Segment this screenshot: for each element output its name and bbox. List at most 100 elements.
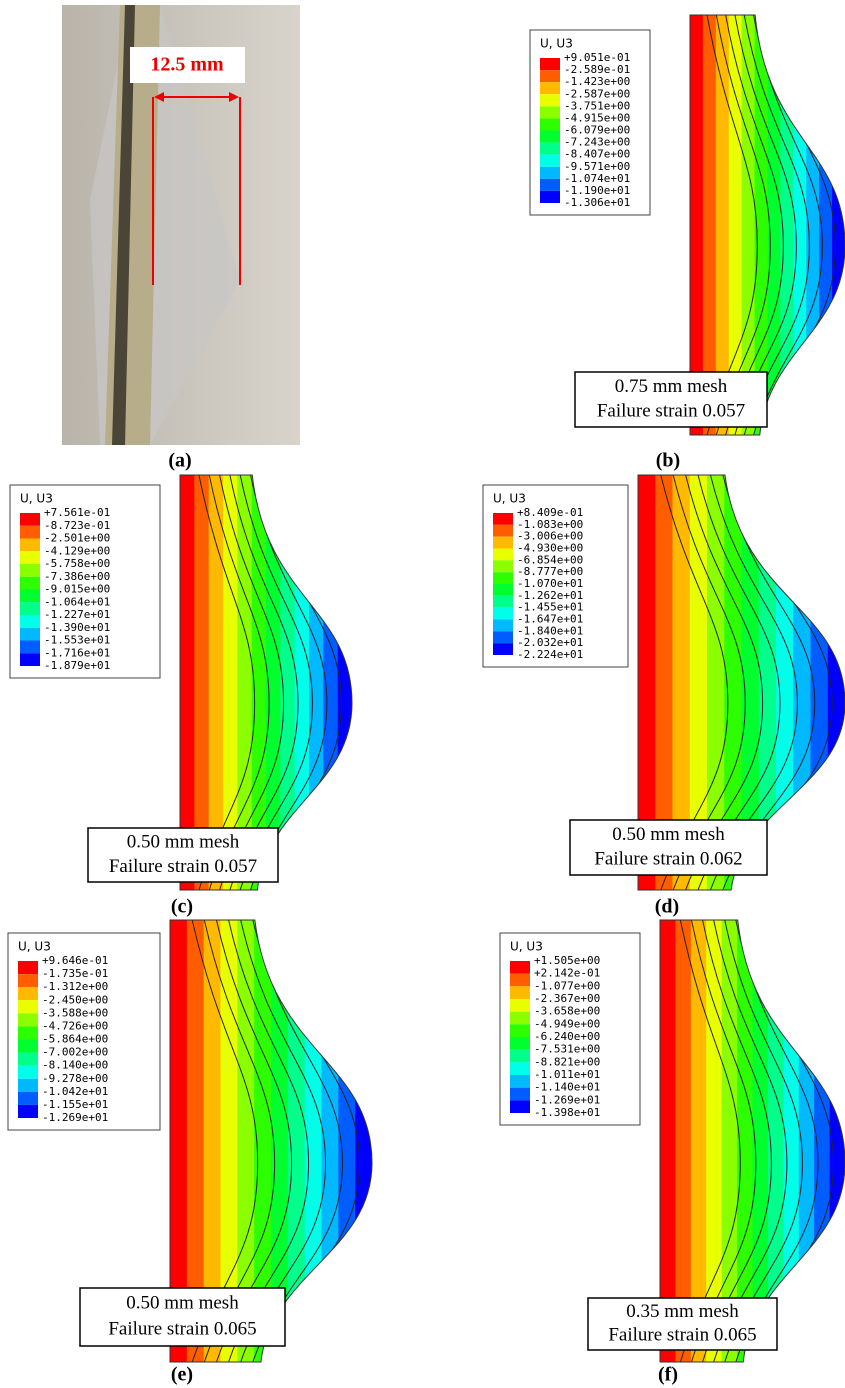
legend-value: -1.074e+01 [564, 172, 630, 185]
legend-value: +1.505e+00 [534, 954, 600, 967]
legend-swatch [540, 118, 560, 130]
legend-swatch [540, 143, 560, 155]
legend-value: -1.735e-01 [42, 967, 108, 980]
legend-value: -2.224e+01 [517, 648, 583, 661]
legend-value: -2.589e-01 [564, 63, 630, 76]
legend-value: -6.240e+00 [534, 1030, 600, 1043]
legend-value: -1.011e+01 [534, 1068, 600, 1081]
legend-value: -3.658e+00 [534, 1005, 600, 1018]
legend-swatch [540, 106, 560, 118]
legend-value: -2.587e+00 [564, 87, 630, 100]
legend-value: -1.269e+01 [534, 1093, 600, 1106]
legend-value: -8.821e+00 [534, 1055, 600, 1068]
legend-swatch [18, 1079, 38, 1092]
legend-swatch [20, 564, 40, 577]
caption-line: Failure strain 0.057 [109, 856, 257, 877]
panel-label: (b) [656, 450, 680, 472]
figure: 12.5 mm (a) U, U3+9.051e-01-2.589e-01-1.… [0, 0, 845, 1388]
legend-swatch [18, 1092, 38, 1105]
legend-value: -6.079e+00 [564, 124, 630, 137]
legend-swatch [20, 602, 40, 615]
legend-swatch [18, 1040, 38, 1053]
legend-title: U, U3 [20, 492, 53, 506]
legend-swatch [20, 615, 40, 628]
legend-swatch [493, 525, 513, 537]
legend-swatch [18, 1105, 38, 1118]
legend-swatch [510, 1075, 530, 1088]
legend-value: -2.367e+00 [534, 992, 600, 1005]
legend-swatch [510, 986, 530, 999]
legend-swatch [510, 1037, 530, 1050]
legend-title: U, U3 [510, 940, 543, 954]
legend-value: -9.278e+00 [42, 1072, 108, 1085]
legend-swatch [540, 167, 560, 179]
stripes [660, 920, 845, 1362]
legend-swatch [540, 191, 560, 203]
legend-swatch [20, 641, 40, 654]
legend-value: -1.227e+01 [44, 608, 110, 621]
legend-value: -1.716e+01 [44, 646, 110, 659]
caption-line: 0.50 mm mesh [126, 1293, 239, 1314]
legend-value: -4.129e+00 [44, 544, 110, 557]
photo: 12.5 mm [62, 5, 300, 445]
legend-value: -1.042e+01 [42, 1085, 108, 1098]
legend-value: -4.726e+00 [42, 1019, 108, 1032]
legend-value: -4.915e+00 [564, 111, 630, 124]
legend-value: -7.002e+00 [42, 1046, 108, 1059]
legend-value: -2.450e+00 [42, 993, 108, 1006]
legend-value: +9.646e-01 [42, 954, 108, 967]
caption-line: Failure strain 0.065 [108, 1319, 256, 1340]
legend-swatch [493, 620, 513, 632]
legend-value: -1.269e+01 [42, 1111, 108, 1124]
legend-value: +7.561e-01 [44, 506, 110, 519]
legend-swatch [20, 513, 40, 526]
legend-swatch [493, 608, 513, 620]
legend-swatch [540, 179, 560, 191]
legend-value: -3.751e+00 [564, 99, 630, 112]
legend-value: -8.723e-01 [44, 519, 110, 532]
legend-swatch [493, 596, 513, 608]
caption-line: Failure strain 0.057 [597, 401, 745, 422]
caption-line: 0.75 mm mesh [615, 376, 728, 397]
legend-value: -7.243e+00 [564, 136, 630, 149]
legend-value: -1.306e+01 [564, 196, 630, 209]
legend-swatch [540, 155, 560, 167]
legend-swatch [510, 1050, 530, 1063]
legend-value: -7.531e+00 [534, 1043, 600, 1056]
legend-swatch [493, 513, 513, 525]
legend-value: -4.949e+00 [534, 1017, 600, 1030]
legend-value: -1.879e+01 [44, 659, 110, 672]
panel-label: (c) [171, 896, 193, 918]
legend-title: U, U3 [18, 940, 51, 954]
legend-swatch [20, 526, 40, 539]
legend-value: -1.423e+00 [564, 75, 630, 88]
legend-swatch [510, 974, 530, 987]
annotation: 12.5 mm [150, 54, 224, 76]
legend-title: U, U3 [493, 492, 526, 506]
legend-swatch [540, 70, 560, 82]
legend-value: -5.758e+00 [44, 557, 110, 570]
legend-swatch [540, 82, 560, 94]
legend-value: +2.142e-01 [534, 967, 600, 980]
legend-swatch [510, 1012, 530, 1025]
legend-value: -1.398e+01 [534, 1106, 600, 1119]
legend-swatch [20, 551, 40, 564]
panel-label: (f) [658, 1364, 678, 1386]
legend-value: -1.140e+01 [534, 1081, 600, 1094]
legend-swatch [18, 1026, 38, 1039]
legend-swatch [20, 653, 40, 666]
caption-line: 0.50 mm mesh [127, 831, 240, 852]
stripe [675, 920, 691, 1362]
panel-label: (e) [171, 1364, 193, 1386]
legend-value: -1.155e+01 [42, 1098, 108, 1111]
legend-swatch [18, 987, 38, 1000]
caption-line: 0.50 mm mesh [612, 824, 725, 845]
legend-value: -1.553e+01 [44, 634, 110, 647]
legend-swatch [493, 537, 513, 549]
legend-swatch [493, 584, 513, 596]
legend-swatch [20, 577, 40, 590]
legend-value: -9.015e+00 [44, 583, 110, 596]
panel-label: (a) [168, 450, 191, 472]
legend-swatch [493, 572, 513, 584]
legend-swatch [18, 1013, 38, 1026]
